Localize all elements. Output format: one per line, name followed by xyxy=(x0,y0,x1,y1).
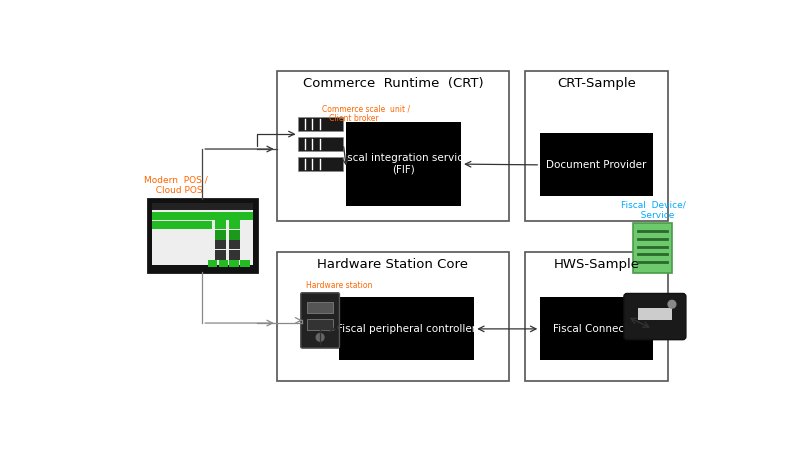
Text: Modern  POS /
  Cloud POS: Modern POS / Cloud POS xyxy=(144,176,208,195)
Text: Commerce  Runtime  (CRT): Commerce Runtime (CRT) xyxy=(302,77,483,90)
Text: Document Provider: Document Provider xyxy=(546,160,646,170)
Bar xyxy=(540,133,653,197)
Bar xyxy=(214,230,226,239)
Bar xyxy=(338,297,474,360)
Text: CRT-Sample: CRT-Sample xyxy=(557,77,636,90)
Bar xyxy=(152,209,253,265)
Text: Commerce scale  unit /
   Client broker: Commerce scale unit / Client broker xyxy=(322,104,410,123)
FancyBboxPatch shape xyxy=(624,293,686,340)
Bar xyxy=(148,199,257,272)
Bar xyxy=(634,223,672,274)
Bar xyxy=(230,261,238,266)
Bar xyxy=(307,302,334,313)
Bar xyxy=(298,137,343,151)
Bar xyxy=(229,250,240,260)
Bar xyxy=(229,230,240,239)
Bar xyxy=(152,221,212,229)
Bar xyxy=(346,122,461,207)
Bar xyxy=(152,212,253,220)
Bar xyxy=(525,71,668,221)
Text: Fiscal  Device/
   Service: Fiscal Device/ Service xyxy=(621,200,686,220)
Bar xyxy=(277,252,510,381)
Bar xyxy=(208,261,217,266)
Bar xyxy=(229,239,240,249)
Bar xyxy=(298,117,343,131)
Text: HWS-Sample: HWS-Sample xyxy=(554,258,639,271)
Circle shape xyxy=(668,301,676,308)
Bar xyxy=(218,261,228,266)
Bar xyxy=(240,261,250,266)
FancyBboxPatch shape xyxy=(301,292,339,348)
Text: Fiscal peripheral controller: Fiscal peripheral controller xyxy=(337,324,476,334)
Bar xyxy=(277,71,510,221)
Bar xyxy=(214,220,226,229)
Bar xyxy=(214,239,226,249)
Text: Hardware Station Core: Hardware Station Core xyxy=(318,258,469,271)
Circle shape xyxy=(316,333,324,341)
Text: Fiscal integration service
(FIF): Fiscal integration service (FIF) xyxy=(338,153,469,175)
Bar xyxy=(638,308,672,319)
Text: Fiscal Connector: Fiscal Connector xyxy=(554,324,639,334)
Bar xyxy=(540,297,653,360)
Bar xyxy=(214,250,226,260)
Bar xyxy=(152,202,253,210)
Bar xyxy=(525,252,668,381)
Bar xyxy=(229,220,240,229)
Text: Hardware station: Hardware station xyxy=(306,281,373,290)
Bar xyxy=(298,157,343,171)
Bar xyxy=(307,319,334,330)
